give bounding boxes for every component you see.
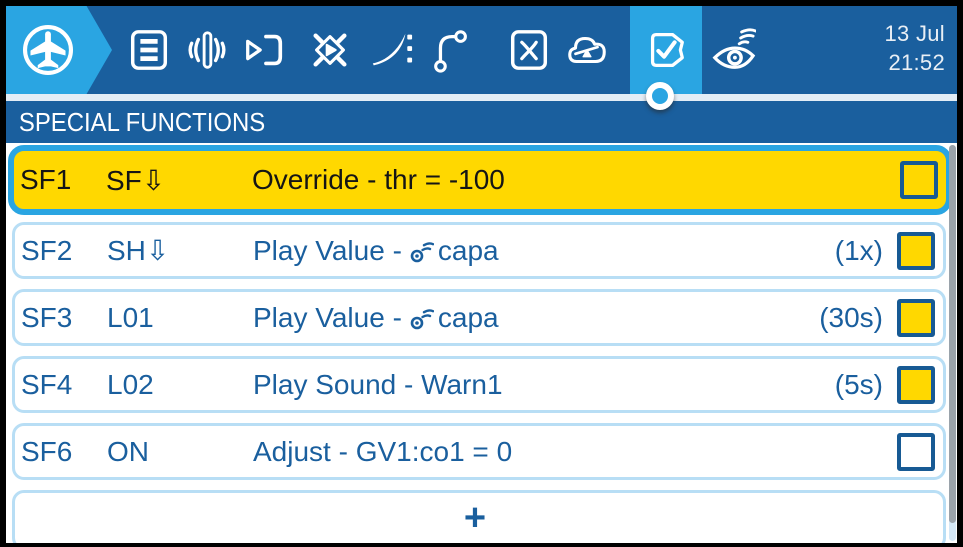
sf-action: Adjust - GV1:co1 = 0	[253, 435, 513, 467]
sf-switch: SH⇩	[107, 235, 170, 266]
cloud-balance-icon	[568, 36, 606, 64]
curve-nodes-icon	[434, 30, 467, 73]
sf-repeat: (1x)	[834, 234, 883, 266]
sf-action: Override - thr = -100	[252, 164, 505, 195]
sf-index: SF3	[21, 301, 73, 333]
input-arrow-icon	[246, 34, 283, 66]
model-select-button[interactable]	[6, 6, 112, 94]
sf-enabled-checkbox[interactable]	[897, 231, 935, 270]
page-title: SPECIAL FUNCTIONS	[18, 106, 266, 137]
sf-action: Play Value - capa	[253, 234, 499, 266]
sf-switch: L01	[107, 301, 154, 333]
sound-waves-icon	[188, 31, 226, 69]
sf-repeat: (5s)	[834, 368, 883, 400]
sf-enabled-checkbox[interactable]	[897, 432, 935, 471]
sf-enabled-checkbox[interactable]	[897, 298, 935, 337]
add-function-button[interactable]: +	[12, 490, 946, 543]
sf-row-sf6[interactable]: SF6 ON Adjust - GV1:co1 = 0	[12, 423, 946, 480]
airplane-circle-icon	[22, 24, 74, 76]
sf-index: SF4	[21, 368, 73, 400]
tab-outputs[interactable]	[362, 6, 420, 94]
sf-action: Play Sound - Warn1	[253, 368, 503, 400]
page-title-bar: SPECIAL FUNCTIONS	[6, 101, 957, 143]
sf-switch: ON	[107, 435, 149, 467]
sf-index: SF1	[20, 164, 72, 195]
separator-line	[6, 94, 957, 101]
clock-date: 13 Jul	[884, 21, 945, 46]
tab-inputs[interactable]	[235, 6, 293, 94]
clock-time: 21:52	[888, 50, 945, 75]
tab-logical-switches[interactable]	[558, 6, 616, 94]
sf-index: SF6	[21, 435, 73, 467]
sf-row-sf2[interactable]: SF2 SH⇩ Play Value - capa (1x)	[12, 222, 946, 279]
sf-row-sf4[interactable]: SF4 L02 Play Sound - Warn1 (5s)	[12, 356, 946, 413]
clock-widget: 13 Jul 21:52	[884, 19, 945, 77]
wing-dots-icon	[372, 33, 413, 66]
sf-row-sf3[interactable]: SF3 L01 Play Value - capa (30s)	[12, 289, 946, 346]
tab-mixer[interactable]	[301, 6, 359, 94]
plus-icon: +	[463, 496, 487, 539]
eye-signal-icon	[712, 28, 756, 69]
list-icon	[130, 30, 168, 70]
telemetry-sensor-icon	[408, 308, 434, 332]
sf-enabled-checkbox[interactable]	[900, 161, 938, 199]
telemetry-sensor-icon	[408, 241, 434, 265]
sf-switch: L02	[107, 368, 154, 400]
scrollbar-thumb[interactable]	[949, 145, 956, 523]
sf-repeat: (30s)	[819, 301, 883, 333]
sf-enabled-checkbox[interactable]	[897, 365, 935, 404]
tab-global-variables[interactable]	[500, 6, 558, 94]
sf-row-sf1[interactable]: SF1 SF⇩ Override - thr = -100	[8, 145, 952, 215]
top-icon-bar: 13 Jul 21:52	[6, 6, 957, 94]
mixer-cross-icon	[313, 33, 347, 67]
special-functions-list: SF1 SF⇩ Override - thr = -100 SF2 SH⇩ Pl…	[6, 143, 957, 543]
tab-curves[interactable]	[422, 6, 480, 94]
sf-index: SF2	[21, 234, 73, 266]
tab-telemetry[interactable]	[704, 6, 762, 94]
tab-model-setup[interactable]	[120, 6, 178, 94]
checkmark-tag-icon	[650, 33, 684, 67]
tab-flight-modes[interactable]	[178, 6, 236, 94]
boxed-x-icon	[510, 30, 548, 70]
sf-switch: SF⇩	[106, 164, 166, 196]
active-tab-indicator	[646, 82, 674, 110]
tab-special-functions[interactable]	[630, 6, 702, 94]
sf-action: Play Value - capa	[253, 301, 499, 333]
